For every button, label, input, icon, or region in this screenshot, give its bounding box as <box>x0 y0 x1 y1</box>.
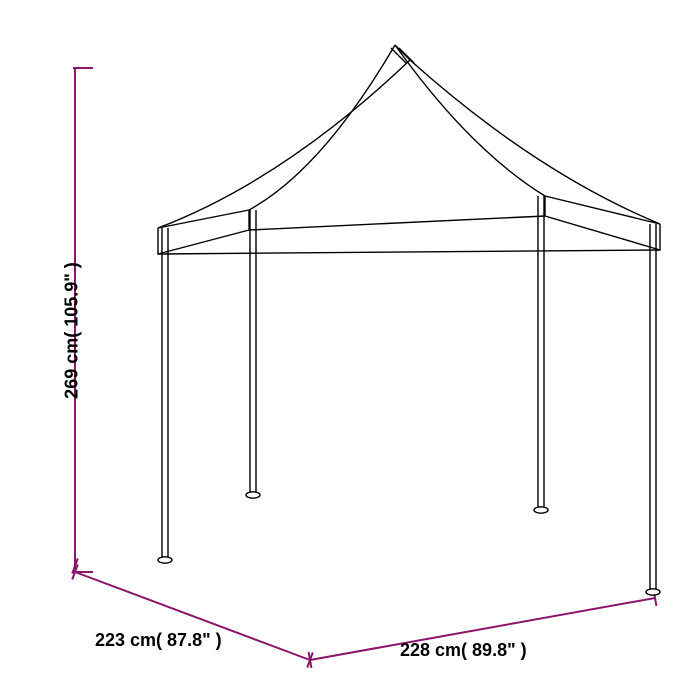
height-label: 269 cm( 105.9" ) <box>62 251 83 411</box>
diagram-canvas <box>0 0 700 700</box>
width-label: 228 cm( 89.8" ) <box>400 640 527 661</box>
depth-label: 223 cm( 87.8" ) <box>95 630 222 651</box>
